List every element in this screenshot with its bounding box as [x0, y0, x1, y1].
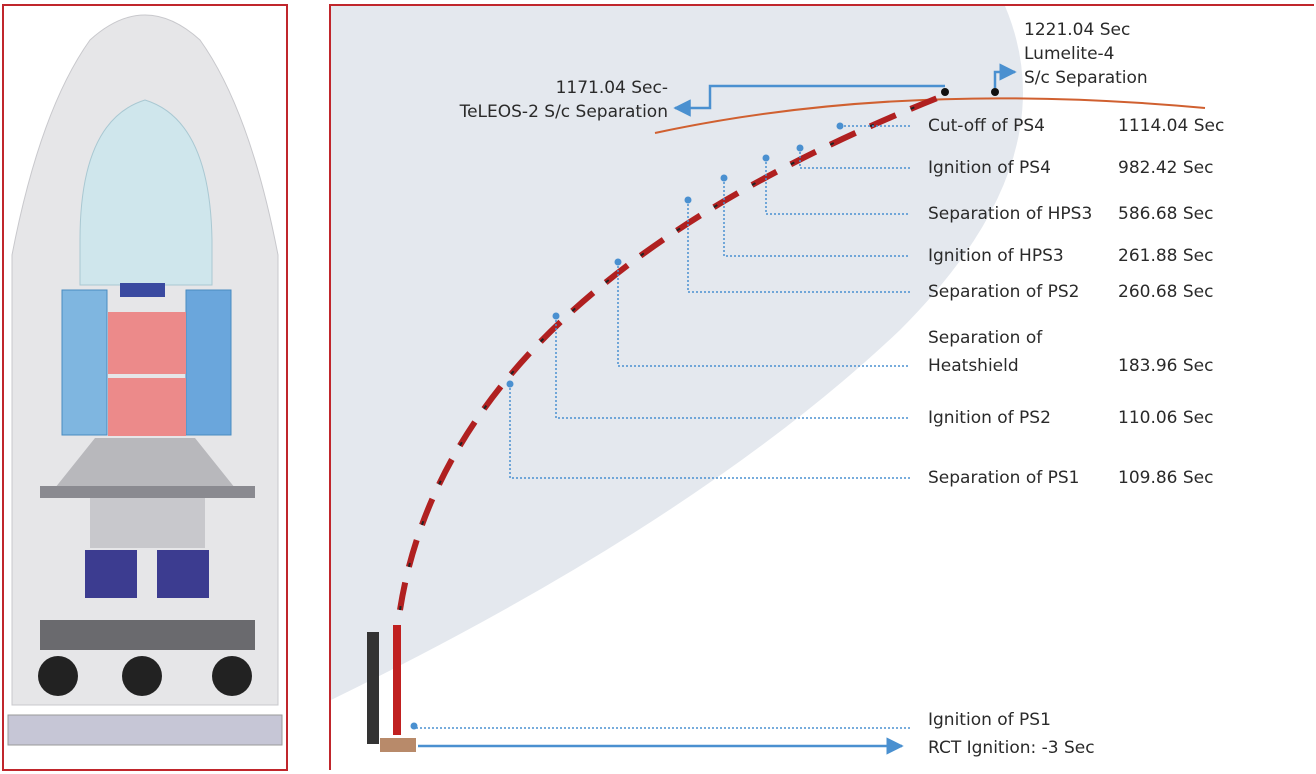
- event-label: Ignition of PS4: [928, 158, 1051, 178]
- event-dot: [614, 258, 622, 266]
- leader-line: [555, 316, 910, 419]
- event-time: 261.88 Sec: [1118, 246, 1213, 266]
- event-label: Separation of HPS3: [928, 204, 1092, 224]
- event-dot: [684, 196, 692, 204]
- callout-text: Lumelite-4: [1024, 44, 1115, 64]
- fairing-panel: [2, 4, 288, 771]
- event-dot: [796, 144, 804, 152]
- event-time: 260.68 Sec: [1118, 282, 1213, 302]
- trajectory-panel: [329, 4, 1314, 770]
- event-dot: [506, 380, 514, 388]
- event-label: Ignition of HPS3: [928, 246, 1064, 266]
- event-time: 586.68 Sec: [1118, 204, 1213, 224]
- leader-line: [509, 384, 910, 479]
- event-time: 109.86 Sec: [1118, 468, 1213, 488]
- event-time: 1114.04 Sec: [1118, 116, 1224, 136]
- leader-line: [413, 726, 910, 729]
- event-label: Cut-off of PS4: [928, 116, 1045, 136]
- leader-line: [687, 200, 910, 293]
- event-label: Heatshield: [928, 356, 1019, 376]
- leader-line: [765, 158, 910, 215]
- event-time: 982.42 Sec: [1118, 158, 1213, 178]
- leader-line: [617, 262, 910, 367]
- callout-text: S/c Separation: [1024, 68, 1148, 88]
- callout-time: 1171.04 Sec-: [556, 78, 668, 98]
- event-label: Ignition of PS2: [928, 408, 1051, 428]
- event-label: Separation of PS1: [928, 468, 1079, 488]
- event-time: 110.06 Sec: [1118, 408, 1213, 428]
- event-time: 183.96 Sec: [1118, 356, 1213, 376]
- callout-text: TeLEOS-2 S/c Separation: [459, 102, 668, 122]
- leader-line: [723, 178, 910, 257]
- event-dot: [410, 722, 418, 730]
- event-label: Ignition of PS1: [928, 710, 1051, 730]
- callout-time: 1221.04 Sec: [1024, 20, 1130, 40]
- event-dot: [762, 154, 770, 162]
- event-label: Separation of PS2: [928, 282, 1079, 302]
- event-label: RCT Ignition: -3 Sec: [928, 738, 1095, 758]
- event-dot: [836, 122, 844, 130]
- event-label: Separation of: [928, 328, 1043, 348]
- event-dot: [720, 174, 728, 182]
- leader-line: [799, 148, 910, 169]
- event-dot: [552, 312, 560, 320]
